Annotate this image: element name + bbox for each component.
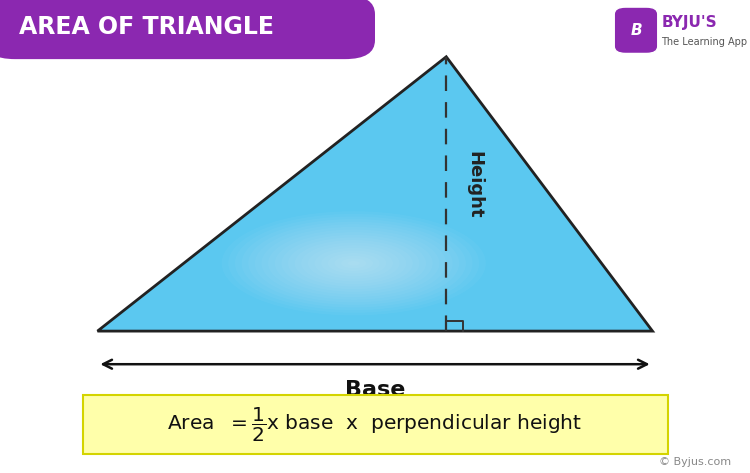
Text: AREA OF TRIANGLE: AREA OF TRIANGLE — [19, 16, 274, 39]
FancyBboxPatch shape — [82, 395, 668, 454]
FancyBboxPatch shape — [0, 0, 375, 59]
Text: BYJU'S: BYJU'S — [662, 15, 717, 30]
Polygon shape — [98, 57, 652, 331]
Text: B: B — [630, 23, 642, 38]
Text: The Learning App: The Learning App — [662, 36, 748, 47]
Text: Height: Height — [466, 151, 484, 218]
Text: Base: Base — [345, 380, 405, 400]
Text: Area  $=\dfrac{1}{2}$x base  x  perpendicular height: Area $=\dfrac{1}{2}$x base x perpendicul… — [167, 405, 583, 444]
Text: © Byjus.com: © Byjus.com — [659, 457, 731, 467]
FancyBboxPatch shape — [614, 7, 658, 53]
